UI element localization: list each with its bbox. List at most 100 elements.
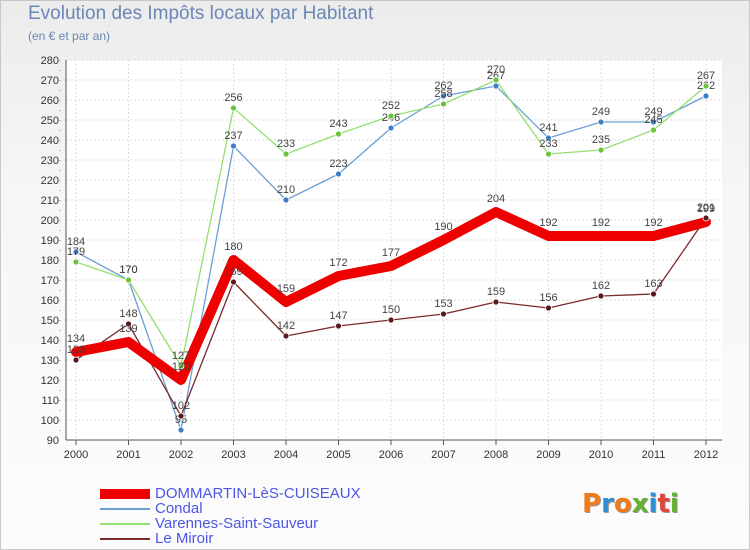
data-point [492,298,500,306]
logo-letter: r [601,489,614,519]
data-point [282,332,290,340]
data-label: 233 [539,138,557,150]
legend-swatch-varennes [100,523,150,525]
data-label: 249 [592,106,610,118]
data-label: 156 [539,292,557,304]
data-label: 170 [119,264,137,276]
legend-swatch-miroir [100,538,150,540]
data-point [387,112,395,120]
series-line [71,207,711,385]
data-label: 184 [67,236,85,248]
data-point [387,124,395,132]
data-label: 249 [644,106,662,118]
data-label: 258 [434,88,452,100]
data-label: 262 [434,80,452,92]
x-tick-label: 2001 [116,449,140,461]
data-point [440,310,447,318]
chart-subtitle: (en € et par an) [28,29,111,43]
y-tick-label: 140 [41,335,59,347]
data-point [282,150,290,158]
data-label: 134 [67,333,85,345]
data-point [597,118,605,126]
data-label: 153 [434,298,452,310]
x-tick-label: 2005 [326,449,350,461]
data-label: 139 [119,323,137,335]
data-label: 192 [592,217,610,229]
legend-label-miroir: Le Miroir [155,530,214,547]
y-tick-label: 90 [47,435,59,447]
data-point [440,100,447,108]
data-label: 180 [224,241,242,253]
data-point [492,82,500,90]
data-point [387,316,395,324]
y-tick-label: 260 [41,95,59,107]
data-label: 241 [539,122,557,134]
y-tick-label: 180 [41,255,59,267]
legend-item-miroir: Le Miroir [100,530,430,547]
data-label: 179 [67,246,85,258]
data-label: 163 [644,278,662,290]
data-label: 199 [697,203,715,215]
y-tick-label: 100 [41,415,59,427]
x-tick-label: 2004 [274,449,298,461]
data-label: 162 [592,280,610,292]
y-tick-label: 250 [41,115,59,127]
data-point [545,150,552,158]
data-point [597,292,605,300]
data-point [440,92,447,100]
data-point [650,290,657,298]
data-label: 233 [277,138,295,150]
data-point [702,214,710,222]
data-label: 223 [329,158,347,170]
data-label: 245 [644,114,662,126]
chart-title: Evolution des Impôts locaux par Habitant [28,3,374,24]
data-label: 169 [224,266,242,278]
x-tick-label: 2008 [484,449,508,461]
data-label: 177 [382,247,400,259]
data-label: 127 [172,350,190,362]
data-point [702,92,710,100]
y-tick-label: 120 [41,375,59,387]
data-label: 267 [697,70,715,82]
y-tick-label: 200 [41,215,59,227]
y-tick-label: 280 [41,55,59,67]
data-label: 204 [487,193,505,205]
y-tick-label: 110 [41,395,59,407]
logo-letter: x [631,489,649,519]
data-point [230,278,237,286]
y-tick-label: 190 [41,235,59,247]
data-point [335,170,342,178]
data-point [72,356,80,364]
data-point [335,130,342,138]
data-label: 142 [277,320,295,332]
data-label: 159 [487,286,505,298]
data-label: 150 [382,304,400,316]
data-point [72,258,80,266]
data-label: 235 [592,134,610,146]
legend-swatch-condal [100,508,150,510]
data-point [72,248,80,256]
data-point [177,362,185,370]
x-tick-label: 2009 [536,449,560,461]
y-tick-label: 240 [41,135,59,147]
x-tick-label: 2012 [694,449,718,461]
data-point [492,76,500,84]
legend-label-varennes: Varennes-Saint-Sauveur [155,515,319,532]
y-tick-label: 130 [41,355,59,367]
data-label: 192 [539,217,557,229]
x-tick-label: 2003 [221,449,245,461]
x-tick-label: 2006 [379,449,403,461]
data-point [230,142,237,150]
data-label: 172 [329,257,347,269]
data-label: 256 [224,92,242,104]
data-label: 130 [67,344,85,356]
logo-letter: t [657,489,670,519]
data-point [597,146,605,154]
data-point [650,118,657,126]
x-tick-label: 2000 [64,449,88,461]
data-label: 270 [487,64,505,76]
y-tick-label: 160 [41,295,59,307]
data-point [177,412,185,420]
y-tick-label: 150 [41,315,59,327]
